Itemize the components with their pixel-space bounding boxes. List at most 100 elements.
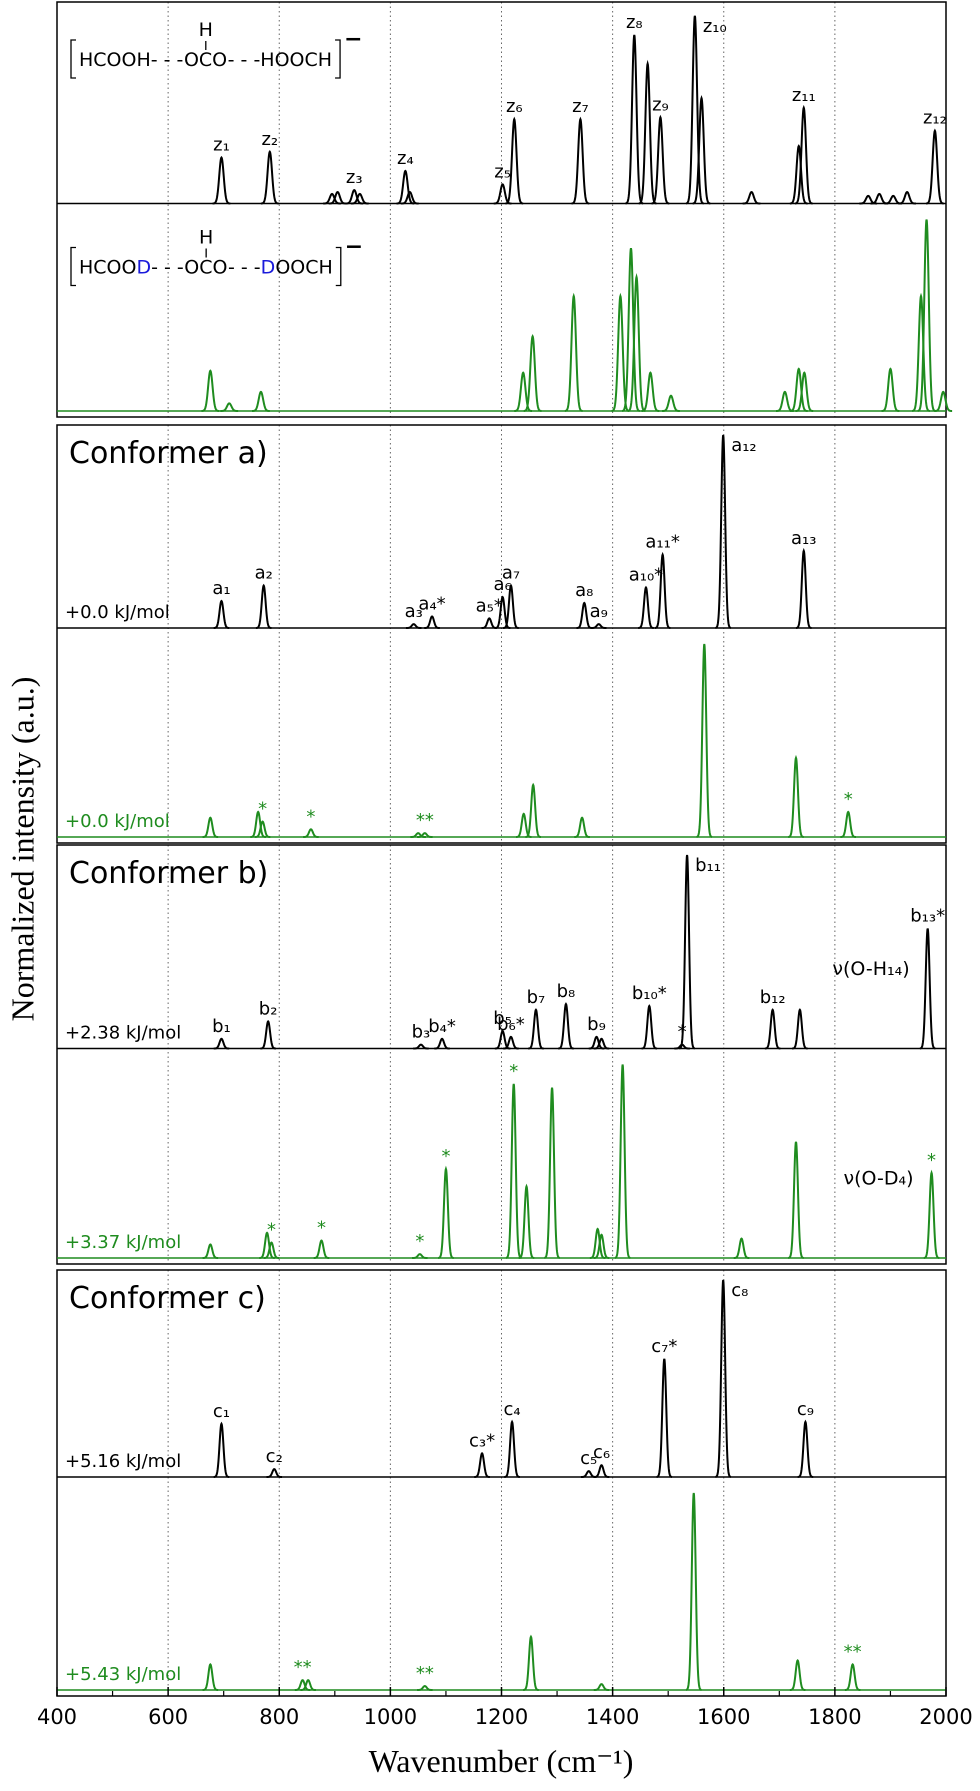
peak-label: a₉ (590, 601, 608, 622)
x-tick-label: 600 (148, 1705, 188, 1729)
peak (405, 623, 422, 629)
x-axis-label: Wavenumber (cm⁻¹) (369, 1743, 634, 1779)
formula-top-atom: H (199, 19, 213, 41)
panel-frame (56, 844, 947, 1265)
peak (685, 15, 704, 205)
peak-label: z₈ (626, 12, 643, 33)
peak (345, 189, 364, 205)
peak (733, 1237, 750, 1259)
peak-label: a₁ (212, 578, 230, 599)
peak (294, 1679, 311, 1691)
peak (611, 292, 630, 412)
formula-part: OCO (184, 49, 228, 71)
peak (313, 1239, 330, 1259)
peak (396, 169, 415, 205)
peak-label: z₂ (261, 129, 278, 150)
peak (400, 190, 419, 205)
peak (696, 643, 713, 838)
peak (593, 1233, 610, 1259)
peak (794, 104, 813, 205)
peak (662, 394, 680, 412)
x-tick-label: 1200 (475, 1705, 528, 1729)
peak (494, 595, 511, 629)
x-tick-label: 1800 (808, 1705, 861, 1729)
peak (263, 1241, 280, 1259)
peak (474, 1452, 490, 1478)
peak (564, 292, 583, 412)
peak-label: a₁₃ (791, 528, 816, 549)
peak-label: z₆ (506, 96, 523, 117)
peak (764, 1008, 781, 1050)
peak (742, 190, 761, 205)
peak (679, 854, 696, 1050)
peak-label: b₁₃* (910, 906, 945, 927)
panel-title: Conformer b) (69, 856, 268, 891)
peak-label: z₁₂ (923, 108, 947, 129)
peak-label: b₇ (527, 987, 546, 1008)
peak-label: z₃ (346, 167, 363, 188)
peak (213, 1421, 230, 1478)
formula-part: HCOOH- - - (79, 49, 184, 71)
x-tick-label: 800 (259, 1705, 299, 1729)
formula-part: D (136, 257, 151, 279)
peak-label: ** (416, 810, 434, 831)
peak-label: a₆ (493, 574, 511, 595)
peak (641, 371, 660, 412)
peak (503, 1035, 519, 1050)
peak-label: a₈ (575, 580, 593, 601)
peak (593, 1683, 610, 1691)
peak (505, 116, 524, 205)
peak (715, 1279, 732, 1478)
peak (627, 273, 646, 412)
peak (590, 623, 607, 629)
peak-label: z₁₀ (703, 16, 727, 37)
peak (213, 1037, 230, 1050)
x-tick-label: 1000 (364, 1705, 417, 1729)
peak-label: c₄ (503, 1399, 520, 1420)
energy-label: +2.38 kJ/mol (65, 1023, 181, 1044)
peak (259, 1231, 275, 1259)
peak-label: b₅ (493, 1008, 512, 1029)
mode-annotation: ν(O-H₁₄) (832, 958, 909, 980)
peak-label: * (317, 1218, 326, 1239)
peak-label: b₂ (259, 998, 278, 1019)
x-tick-label: 2000 (919, 1705, 972, 1729)
peak-label: ** (416, 1663, 434, 1684)
peak-label: c₁ (213, 1401, 230, 1422)
peak (574, 816, 590, 838)
peak (654, 551, 671, 629)
peak (438, 1165, 454, 1259)
formula-part: OCO (184, 257, 228, 279)
peak (588, 1035, 605, 1050)
formula: HCOOH- - -OCO- - -HOOCH (79, 49, 332, 71)
peak (614, 1064, 631, 1259)
peak (417, 832, 433, 838)
peak (350, 192, 369, 205)
peak (528, 1008, 544, 1050)
peak (923, 1169, 940, 1259)
peak (789, 367, 808, 412)
peak (589, 1227, 606, 1259)
x-tick-label: 1400 (586, 1705, 639, 1729)
peak-label: a₁₁* (645, 532, 679, 553)
peak (558, 1002, 574, 1050)
peak (912, 292, 930, 412)
bracket (335, 246, 342, 287)
peak-label: * (258, 799, 267, 820)
bracket (70, 39, 76, 79)
energy-label: +5.16 kJ/mol (65, 1451, 181, 1472)
peak-label: b₉ (587, 1014, 606, 1035)
peak-label: b₈ (557, 981, 576, 1002)
peak (789, 144, 808, 205)
bracket (335, 39, 341, 79)
peak (413, 1043, 429, 1050)
peak-label: b₄* (428, 1016, 456, 1037)
peak-label: c₆ (593, 1442, 610, 1463)
peak (202, 816, 219, 838)
formula-part: HCOO (79, 257, 136, 279)
peak-label: a₅* (476, 595, 503, 616)
charge: − (345, 235, 363, 260)
peak (881, 367, 900, 412)
peak (685, 1492, 702, 1691)
